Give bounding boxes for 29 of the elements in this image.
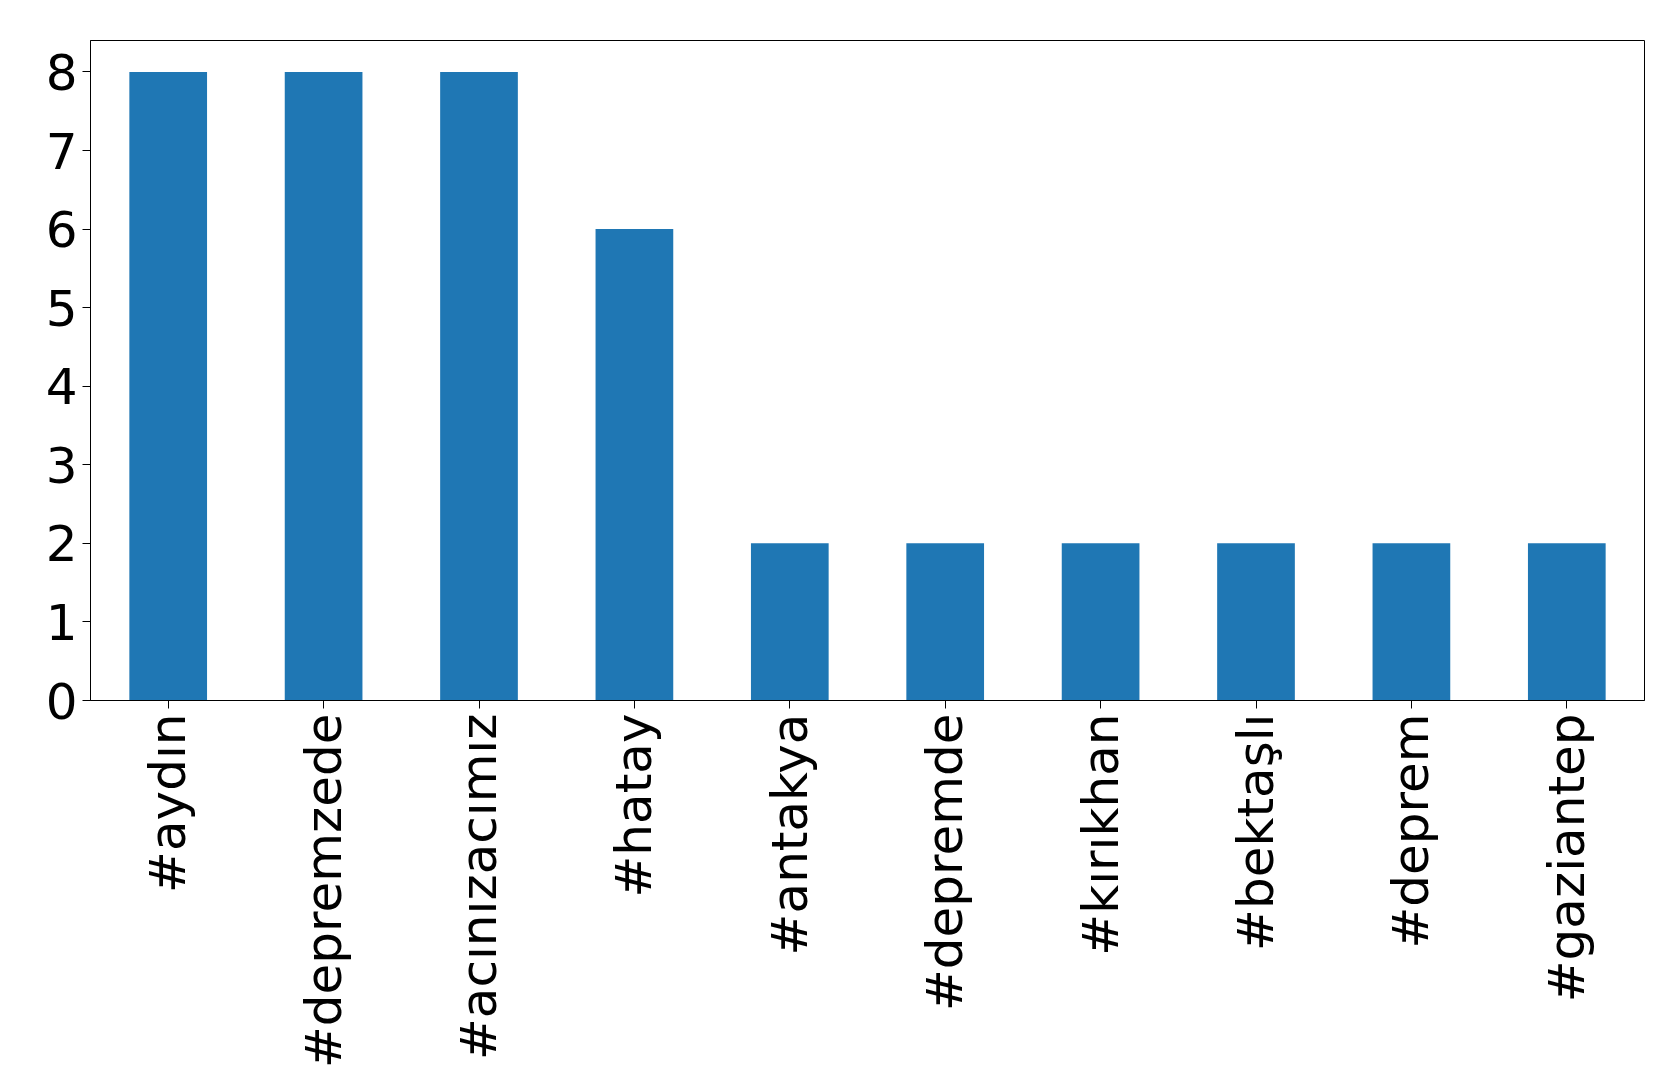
- bar: [750, 543, 829, 701]
- bar: [1217, 543, 1295, 701]
- bar: [1061, 543, 1140, 701]
- x-tick-label: #depremzede: [294, 713, 353, 1069]
- y-tick-label: 1: [45, 593, 78, 652]
- bar: [440, 71, 518, 701]
- y-tick-label: 5: [45, 279, 78, 338]
- bar: [906, 543, 985, 701]
- x-tick-label: #gaziantep: [1537, 713, 1596, 1003]
- bar: [1372, 543, 1451, 701]
- y-tick-label: 3: [45, 436, 78, 495]
- bar: [284, 71, 363, 701]
- bar: [129, 71, 208, 701]
- x-tick-label: #bektaşlı: [1227, 713, 1285, 951]
- x-tick-label: #kırıkhan: [1071, 713, 1130, 956]
- x-tick-label: #aydın: [139, 713, 198, 893]
- y-tick-label: 0: [45, 672, 78, 731]
- x-tick-label: #depremde: [916, 713, 975, 1012]
- bar: [1527, 543, 1606, 701]
- y-tick-label: 7: [45, 122, 78, 181]
- y-tick-label: 2: [45, 515, 78, 574]
- x-tick-label: #antakya: [760, 713, 819, 956]
- y-tick-label: 6: [45, 201, 78, 260]
- y-tick-label: 8: [45, 43, 78, 102]
- bar: [595, 229, 674, 701]
- y-tick-label: 4: [45, 358, 78, 417]
- x-tick-label: #acınızacımız: [450, 713, 508, 1061]
- x-tick-label: #hatay: [605, 713, 664, 898]
- x-tick-label: #deprem: [1382, 713, 1441, 949]
